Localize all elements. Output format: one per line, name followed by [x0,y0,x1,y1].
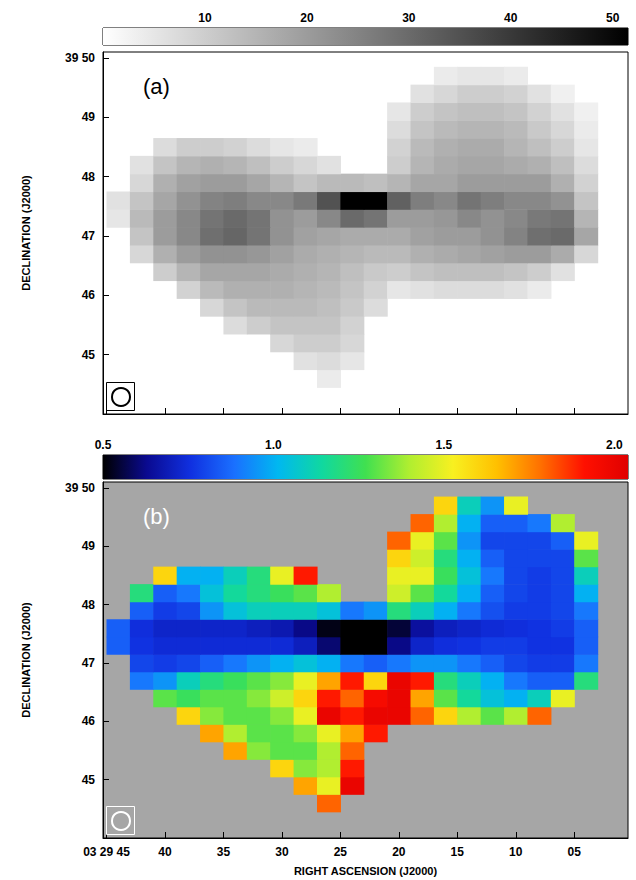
svg-text:1.5: 1.5 [436,438,453,452]
svg-text:46: 46 [82,288,96,302]
svg-text:0.5: 0.5 [95,438,112,452]
svg-text:1.0: 1.0 [265,438,282,452]
svg-text:10: 10 [509,845,523,859]
svg-text:45: 45 [82,773,96,787]
svg-text:2.0: 2.0 [606,438,623,452]
svg-text:20: 20 [300,11,314,25]
svg-text:40: 40 [158,845,172,859]
svg-text:45: 45 [82,348,96,362]
svg-text:39 50: 39 50 [65,51,95,65]
svg-text:(b): (b) [143,504,170,529]
svg-text:49: 49 [82,110,96,124]
svg-text:49: 49 [82,539,96,553]
svg-text:40: 40 [504,11,518,25]
svg-text:(a): (a) [143,74,170,99]
svg-text:RIGHT ASCENSION (J2000): RIGHT ASCENSION (J2000) [294,865,438,877]
svg-text:47: 47 [82,229,96,243]
svg-text:46: 46 [82,714,96,728]
svg-text:20: 20 [392,845,406,859]
svg-text:30: 30 [275,845,289,859]
svg-text:25: 25 [334,845,348,859]
svg-text:48: 48 [82,170,96,184]
svg-text:30: 30 [402,11,416,25]
svg-text:47: 47 [82,656,96,670]
svg-text:DECLINATION (J2000): DECLINATION (J2000) [20,602,32,718]
svg-text:10: 10 [198,11,212,25]
svg-text:48: 48 [82,598,96,612]
svg-text:03 29 45: 03 29 45 [83,845,130,859]
svg-text:15: 15 [451,845,465,859]
svg-text:35: 35 [217,845,231,859]
svg-text:39 50: 39 50 [65,481,95,495]
svg-text:50: 50 [606,11,620,25]
svg-text:DECLINATION (J2000): DECLINATION (J2000) [20,175,32,291]
svg-text:05: 05 [568,845,582,859]
